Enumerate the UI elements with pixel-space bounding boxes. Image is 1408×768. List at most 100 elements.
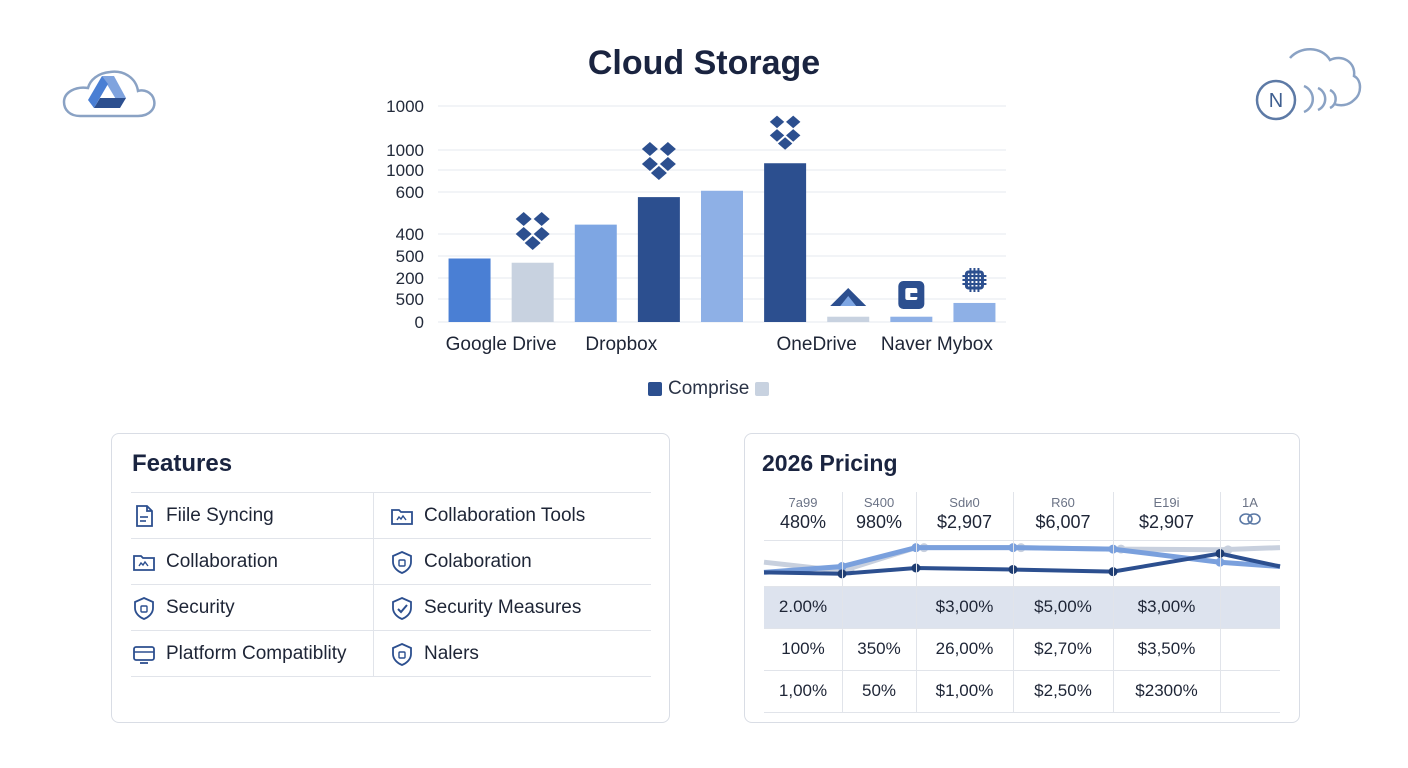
pricing-cell: E19i <box>1153 495 1180 510</box>
link-icon <box>1239 513 1261 525</box>
shield-icon <box>392 550 412 574</box>
pricing-cell: $3,00% <box>1137 597 1196 616</box>
bar <box>511 262 554 322</box>
feature-label: Platform Compatiblity <box>166 642 347 664</box>
pricing-table: 7a99 S400 Sdи0 R60 E19i 1A 480% 980% $2,907 $6,00… <box>763 492 1281 713</box>
y-tick-label: 200 <box>396 269 424 288</box>
pricing-cell: $5,00% <box>1034 597 1092 616</box>
pricing-cell: 1A <box>1242 495 1258 510</box>
features-title: Features <box>132 450 233 477</box>
bar <box>448 258 491 322</box>
bar <box>637 197 680 322</box>
features-panel: Features Fiile Syncing Collaboration Tool… <box>111 433 670 723</box>
feature-label: Security Measures <box>424 596 582 618</box>
pricing-cell: 1,00% <box>778 681 828 700</box>
file-icon <box>136 504 153 527</box>
x-tick-label: Naver Mybox <box>881 334 993 355</box>
pricing-cell: R60 <box>1051 495 1075 510</box>
pricing-cell: $2,907 <box>1138 512 1195 532</box>
chart-title: Cloud Storage <box>587 44 821 82</box>
feature-label: Collaboration <box>166 550 278 572</box>
pricing-cell: $2300% <box>1135 681 1198 700</box>
feature-item: Security <box>131 585 374 631</box>
bar <box>890 316 933 322</box>
pricing-cell: 7a99 <box>788 495 818 510</box>
shield-icon <box>134 596 154 620</box>
feature-label: Nalers <box>424 642 479 664</box>
pricing-cell: 2.00% <box>778 597 828 616</box>
legend-swatch-comprise <box>648 382 662 396</box>
pricing-cell: $6,007 <box>1035 512 1091 532</box>
pricing-cell: $1,00% <box>935 681 994 700</box>
folder-icon <box>133 554 155 571</box>
row-divider <box>764 540 1280 541</box>
feature-item: Platform Compatiblity <box>131 631 374 677</box>
shield-check-icon <box>392 596 412 620</box>
feature-label: Collaboration Tools <box>424 504 586 526</box>
chip-icon <box>962 268 987 292</box>
bar <box>953 302 996 322</box>
row-divider <box>764 670 1280 671</box>
feature-item: Collaboration <box>131 539 374 585</box>
bar <box>764 163 807 322</box>
y-tick-label: 0 <box>415 313 424 332</box>
x-tick-label: Google Drive <box>446 334 557 355</box>
y-tick-label: 500 <box>396 290 424 309</box>
y-tick-label: 500 <box>396 247 424 266</box>
y-tick-label: 1000 <box>386 141 424 160</box>
y-tick-label: 1000 <box>386 161 424 180</box>
column-divider <box>916 492 917 712</box>
bar <box>827 316 870 322</box>
pricing-cell: $3,00% <box>935 597 994 616</box>
pricing-cell: $3,50% <box>1137 639 1196 658</box>
pricing-cell: 100% <box>781 639 825 658</box>
feature-item: Fiile Syncing <box>131 493 374 539</box>
row-divider <box>764 586 1280 587</box>
x-tick-label: Dropbox <box>585 334 657 355</box>
column-divider <box>1113 492 1114 712</box>
svg-text:N: N <box>1269 90 1283 112</box>
dropbox-icon <box>641 142 676 180</box>
feature-label: Security <box>166 596 235 618</box>
row-divider <box>764 712 1280 713</box>
feature-item: Security Measures <box>374 585 651 631</box>
feature-item: Colaboration <box>374 539 651 585</box>
pricing-cell: S400 <box>863 495 895 510</box>
bar <box>701 190 743 322</box>
feature-item: Nalers <box>374 631 651 677</box>
shield-icon <box>392 642 412 666</box>
folder-icon <box>391 508 413 525</box>
pricing-cell: 50% <box>861 681 897 700</box>
features-grid: Fiile Syncing Collaboration Tools Collabor… <box>131 492 651 677</box>
x-tick-label: OneDrive <box>777 334 857 355</box>
pricing-cell: 480% <box>779 512 827 532</box>
pricing-cell: $2,70% <box>1034 639 1092 658</box>
chart-legend: Comprise <box>648 378 770 400</box>
column-divider <box>842 492 843 712</box>
pricing-panel: 2026 Pricing 7a99 S400 Sdи0 R60 E19i 1A 480% 98… <box>744 433 1300 723</box>
feature-label: Colaboration <box>424 550 532 572</box>
legend-swatch-second <box>755 382 770 396</box>
legend-label-comprise: Comprise <box>668 378 750 399</box>
pricing-cell: $2,50% <box>1034 681 1092 700</box>
highlight-row-band <box>764 586 1280 628</box>
dropbox-icon <box>515 212 550 250</box>
mybox-icon <box>898 281 925 309</box>
y-tick-label: 400 <box>396 225 424 244</box>
dropbox-icon <box>769 115 801 150</box>
y-tick-label: 1000 <box>386 97 424 116</box>
naver-cloud-logo-icon: N <box>1255 48 1362 121</box>
pricing-cell: 350% <box>857 639 901 658</box>
pricing-title: 2026 Pricing <box>762 450 898 476</box>
row-divider <box>764 628 1280 629</box>
monitor-icon <box>133 645 155 664</box>
trend-point <box>1223 545 1233 555</box>
pricing-cell: 980% <box>855 512 903 532</box>
feature-item: Collaboration Tools <box>374 493 651 539</box>
column-divider <box>1220 492 1221 712</box>
y-tick-label: 600 <box>396 183 424 202</box>
onedrive-icon <box>830 288 867 306</box>
feature-label: Fiile Syncing <box>166 504 274 526</box>
pricing-cell: $2,907 <box>936 512 993 532</box>
